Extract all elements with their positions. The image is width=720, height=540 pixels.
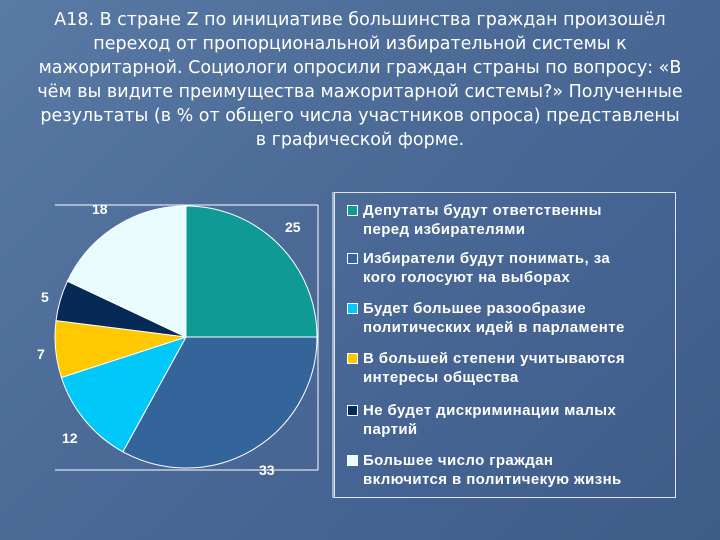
pie-label-12: 12	[62, 430, 78, 446]
legend-text: включится в политичекую жизнь	[363, 471, 622, 488]
question-line: мажоритарной. Социологи опросили граждан…	[38, 58, 682, 78]
legend-text: Будет большее разообразие	[363, 300, 586, 317]
question-line: переход от пропорциональной избирательно…	[93, 34, 627, 54]
pie-label-25: 25	[285, 219, 301, 235]
pie-slice	[60, 336, 188, 453]
legend-item: Не будет дискриминации малых партий	[347, 401, 616, 439]
legend-text: интересы общества	[363, 369, 519, 386]
legend-text: Большее число граждан	[363, 452, 554, 469]
legend-text: политических идей в парламенте	[363, 319, 625, 336]
legend-swatch	[347, 253, 358, 264]
legend-text: Не будет дискриминации малых	[363, 402, 617, 419]
legend-text: перед избирателями	[363, 221, 526, 238]
legend-swatch	[347, 353, 358, 364]
question-line: в графической форме.	[255, 130, 465, 150]
legend-swatch	[347, 405, 358, 416]
legend-item: Большее число граждан включится в полити…	[347, 451, 622, 489]
legend-text: Депутаты будут ответственны	[363, 202, 602, 219]
legend-item: В большей степени учитываются интересы о…	[347, 349, 625, 387]
legend-text: Избиратели будут понимать, за	[363, 250, 611, 267]
legend-item: Будет большее разообразие политических и…	[347, 299, 625, 337]
legend-swatch	[347, 303, 358, 314]
question-line: чём вы видите преимущества мажоритарной …	[37, 82, 683, 102]
question-line: результаты (в % от общего числа участник…	[40, 106, 680, 126]
legend-item: Избиратели будут понимать, за кого голос…	[347, 249, 610, 287]
pie-slice	[185, 205, 318, 338]
pie-label-18: 18	[92, 201, 108, 217]
pie-label-5: 5	[41, 289, 49, 305]
legend-swatch	[347, 205, 358, 216]
pie-label-33: 33	[259, 462, 275, 478]
legend-swatch	[347, 455, 358, 466]
pie-slice	[66, 205, 187, 338]
chart-legend: Депутаты будут ответственны перед избира…	[334, 192, 676, 498]
legend-text: партий	[363, 421, 418, 438]
pie-slice	[122, 336, 318, 469]
question-text: А18. В стране Z по инициативе большинств…	[4, 8, 716, 152]
pie-label-7: 7	[37, 346, 45, 362]
legend-text: В большей степени учитываются	[363, 350, 625, 367]
legend-item: Депутаты будут ответственны перед избира…	[347, 201, 602, 239]
question-line: А18. В стране Z по инициативе большинств…	[54, 10, 666, 30]
legend-text: кого голосуют на выборах	[363, 269, 571, 286]
